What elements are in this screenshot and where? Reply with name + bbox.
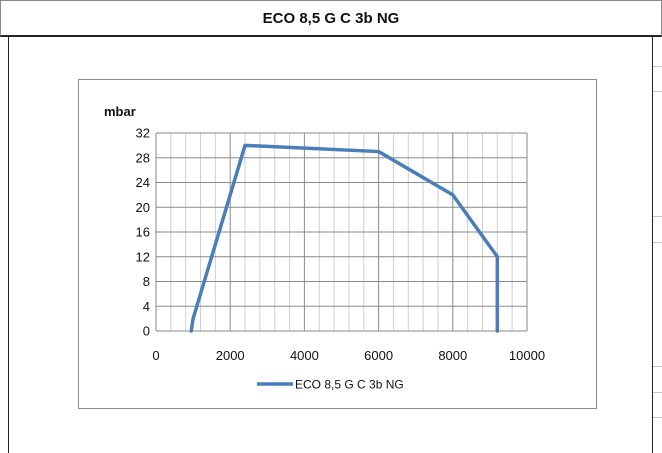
y-tick-label: 28 [136, 150, 150, 165]
sheet-title: ECO 8,5 G C 3b NG [0, 0, 662, 37]
y-tick-label: 12 [136, 249, 150, 264]
y-tick-label: 8 [143, 274, 150, 289]
row-gridline [653, 417, 662, 418]
x-tick-label: 2000 [216, 348, 245, 363]
series-line [189, 143, 500, 333]
x-tick-label: 6000 [364, 348, 393, 363]
y-axis-unit-label: mbar [104, 104, 136, 119]
x-tick-label: 8000 [438, 348, 467, 363]
row-gridline [653, 91, 662, 92]
y-tick-label: 4 [143, 299, 150, 314]
row-gridline [653, 392, 662, 393]
legend-label: ECO 8,5 G C 3b NG [295, 378, 404, 392]
right-border-line [652, 37, 653, 453]
line-chart: 0 4 8 12 16 20 24 28 32 0 2000 4000 6000 8000 10000 mba… [104, 104, 545, 392]
y-tick-label: 0 [143, 324, 150, 339]
x-tick-label: 4000 [290, 348, 319, 363]
row-gridline [653, 216, 662, 217]
left-border-line [8, 37, 9, 453]
y-tick-label: 16 [136, 225, 150, 240]
row-gridline [653, 366, 662, 367]
y-tick-label: 24 [136, 175, 150, 190]
row-gridline [653, 242, 662, 243]
y-tick-label: 20 [136, 200, 150, 215]
row-gridline [653, 66, 662, 67]
x-tick-label: 0 [152, 348, 159, 363]
chart-area[interactable]: 0 4 8 12 16 20 24 28 32 0 2000 4000 6000 8000 10000 mba… [78, 79, 597, 409]
x-tick-label: 10000 [509, 348, 545, 363]
y-tick-label: 32 [136, 126, 150, 141]
